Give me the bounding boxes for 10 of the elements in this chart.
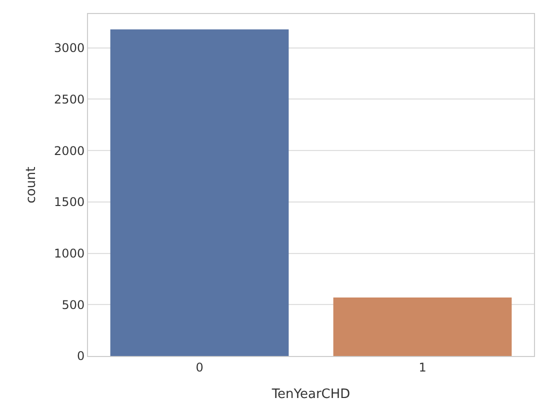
y-tick-label: 2500 xyxy=(54,92,85,106)
y-tick-label: 1000 xyxy=(54,246,85,260)
x-tick-label: 1 xyxy=(418,360,426,374)
y-tick-label: 3000 xyxy=(54,41,85,56)
y-tick-label: 0 xyxy=(76,349,85,364)
y-tick-label: 500 xyxy=(62,298,85,312)
x-axis-title: TenYearCHD xyxy=(270,387,350,402)
y-axis-title: count xyxy=(24,166,40,204)
y-tick-label: 2000 xyxy=(54,144,85,158)
y-tick-label: 1500 xyxy=(54,195,85,210)
